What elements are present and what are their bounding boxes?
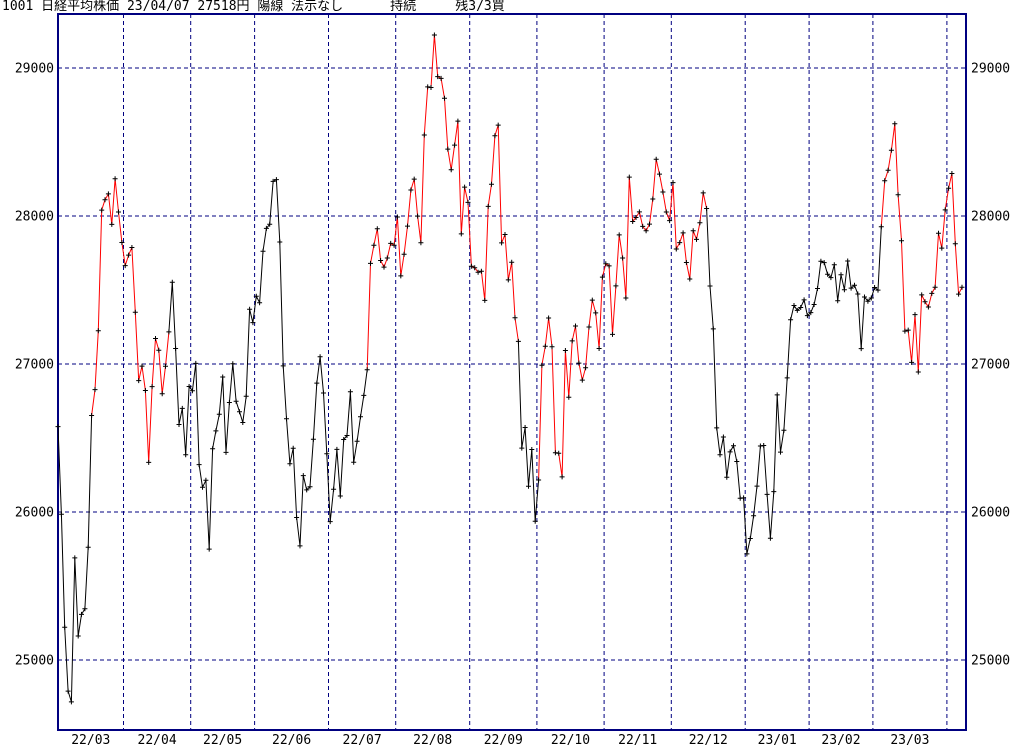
x-month-label: 22/10 (551, 733, 590, 745)
x-month-label: 22/08 (413, 733, 452, 745)
y-tick-label-left: 26000 (15, 506, 54, 521)
chart-title: 1001 日経平均株価 23/04/07 27518円 陽線 法示なし 持続 残… (2, 0, 505, 14)
x-month-label: 23/03 (890, 733, 929, 745)
y-tick-label-left: 25000 (15, 654, 54, 669)
x-month-label: 22/12 (689, 733, 728, 745)
data-point-markers (55, 32, 965, 705)
x-month-label: 22/07 (343, 733, 382, 745)
y-tick-label-right: 27000 (971, 358, 1010, 373)
x-month-label: 22/11 (618, 733, 657, 745)
y-tick-label-right: 28000 (971, 210, 1010, 225)
y-tick-label-left: 29000 (15, 62, 54, 77)
y-tick-label-right: 26000 (971, 506, 1010, 521)
x-month-label: 22/06 (272, 733, 311, 745)
y-tick-label-right: 29000 (971, 62, 1010, 77)
x-month-label: 23/02 (821, 733, 860, 745)
y-tick-label-left: 27000 (15, 358, 54, 373)
y-tick-label-left: 28000 (15, 210, 54, 225)
x-month-label: 22/04 (138, 733, 177, 745)
x-month-label: 22/09 (484, 733, 523, 745)
x-month-label: 23/01 (758, 733, 797, 745)
plot-border (57, 13, 967, 731)
price-line-red (91, 34, 963, 481)
x-month-label: 22/05 (203, 733, 242, 745)
x-month-label: 22/03 (71, 733, 110, 745)
y-tick-label-right: 25000 (971, 654, 1010, 669)
